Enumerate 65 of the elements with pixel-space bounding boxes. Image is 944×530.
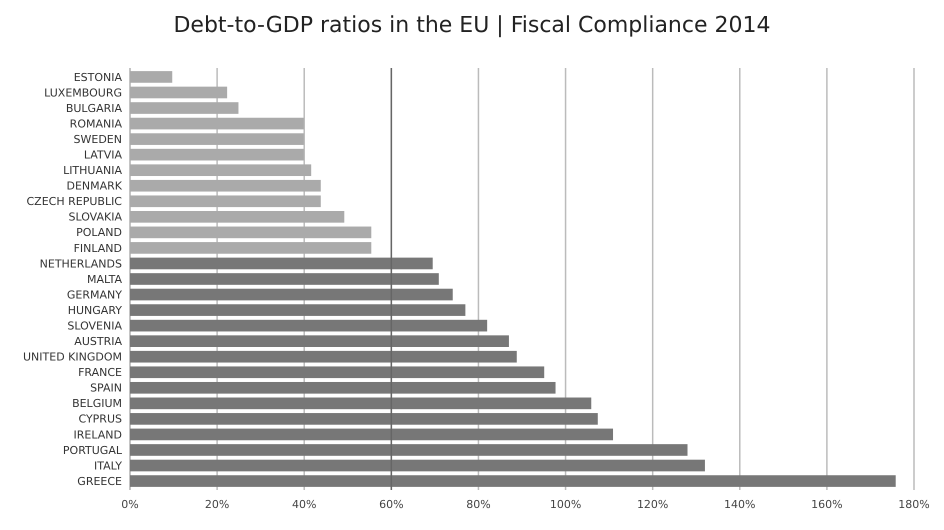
bar — [130, 288, 453, 300]
y-tick-label: ROMANIA — [70, 117, 122, 130]
y-tick-label: SPAIN — [90, 382, 122, 395]
bar — [130, 148, 304, 160]
x-tick-label: 60% — [379, 498, 404, 511]
y-tick-label: LUXEMBOURG — [44, 86, 122, 100]
y-tick-label: GREECE — [77, 474, 122, 488]
y-tick-label: HUNGARY — [68, 304, 122, 317]
y-tick-label: CZECH REPUBLIC — [26, 195, 122, 208]
y-tick-label: AUSTRIA — [74, 335, 122, 348]
y-tick-label: POLAND — [76, 226, 122, 240]
bar — [130, 242, 372, 254]
chart-title: Debt-to-GDP ratios in the EU | Fiscal Compliance 2014 — [173, 13, 771, 38]
y-tick-label: UNITED KINGDOM — [23, 350, 122, 364]
bar — [130, 335, 509, 347]
y-tick-label: SWEDEN — [74, 132, 122, 146]
y-tick-label: FINLAND — [74, 242, 122, 255]
bar — [130, 460, 705, 472]
bar — [130, 273, 439, 285]
bar — [130, 180, 321, 192]
bar — [130, 164, 312, 176]
x-tick-label: 140% — [724, 498, 756, 511]
y-tick-label: LITHUANIA — [63, 164, 122, 178]
bar — [130, 444, 688, 456]
y-tick-label: BELGIUM — [72, 397, 122, 410]
bar — [130, 304, 466, 316]
y-tick-label: CYPRUS — [78, 412, 122, 426]
y-tick-label: MALTA — [86, 272, 122, 286]
bar — [130, 413, 598, 425]
bar — [130, 86, 228, 98]
y-tick-label: GERMANY — [66, 288, 122, 302]
y-tick-label: SLOVAKIA — [68, 210, 122, 224]
y-tick-label: PORTUGAL — [62, 444, 123, 457]
bar — [130, 366, 544, 378]
x-tick-label: 180% — [898, 498, 930, 511]
x-tick-label: 20% — [204, 498, 230, 511]
bar — [130, 475, 896, 487]
y-tick-label: ITALY — [94, 459, 122, 472]
bar — [130, 133, 304, 145]
x-tick-label: 100% — [550, 498, 582, 511]
bar — [130, 118, 304, 130]
bar — [130, 382, 556, 394]
bar — [130, 195, 321, 208]
bar — [130, 211, 344, 223]
y-tick-label: IRELAND — [74, 428, 122, 442]
x-tick-label: 0% — [121, 498, 139, 511]
y-tick-label: DENMARK — [66, 180, 123, 193]
y-tick-label: NETHERLANDS — [40, 257, 122, 270]
bar — [130, 350, 517, 363]
bar — [130, 320, 488, 332]
y-tick-label: FRANCE — [78, 366, 122, 380]
y-tick-label: LATVIA — [84, 148, 122, 162]
bar — [130, 258, 433, 270]
y-tick-label: ESTONIA — [74, 70, 122, 84]
x-tick-label: 40% — [292, 498, 316, 511]
bar — [130, 398, 592, 410]
x-tick-label: 80% — [466, 498, 491, 511]
bar — [130, 428, 614, 440]
bar — [130, 71, 172, 83]
x-tick-label: 120% — [636, 498, 668, 511]
bar — [130, 102, 238, 114]
y-tick-label: BULGARIA — [66, 102, 122, 115]
y-tick-label: SLOVENIA — [67, 319, 122, 332]
x-tick-label: 160% — [811, 498, 843, 511]
bar — [130, 226, 372, 238]
